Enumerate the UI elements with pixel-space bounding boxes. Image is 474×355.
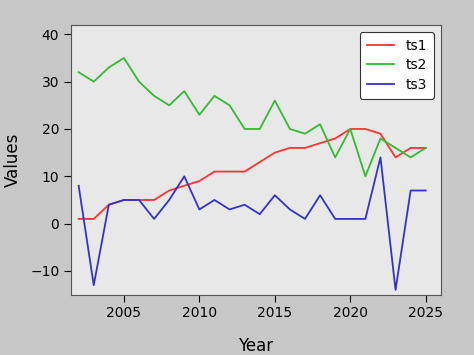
ts2 (317, 122, 323, 126)
ts2 (392, 146, 398, 150)
ts2 (272, 98, 278, 103)
ts3 (392, 288, 398, 292)
ts1 (211, 169, 217, 174)
ts2 (347, 127, 353, 131)
ts3 (378, 155, 383, 159)
Line: ts2: ts2 (79, 58, 426, 176)
ts2 (242, 127, 247, 131)
ts3 (347, 217, 353, 221)
ts2 (166, 103, 172, 108)
Line: ts1: ts1 (79, 129, 426, 219)
ts2 (423, 146, 428, 150)
ts3 (76, 184, 82, 188)
ts2 (136, 80, 142, 84)
ts1 (106, 203, 112, 207)
ts2 (408, 155, 413, 159)
ts2 (106, 65, 112, 70)
ts2 (363, 174, 368, 179)
ts3 (136, 198, 142, 202)
ts3 (363, 217, 368, 221)
ts3 (121, 198, 127, 202)
ts1 (317, 141, 323, 145)
ts1 (257, 160, 263, 164)
ts1 (423, 146, 428, 150)
ts2 (197, 113, 202, 117)
ts1 (197, 179, 202, 183)
ts1 (242, 169, 247, 174)
Y-axis label: Values: Values (4, 132, 22, 187)
ts2 (76, 70, 82, 74)
ts3 (317, 193, 323, 197)
ts3 (227, 207, 232, 212)
ts1 (302, 146, 308, 150)
ts3 (302, 217, 308, 221)
ts3 (257, 212, 263, 216)
ts3 (166, 198, 172, 202)
ts2 (257, 127, 263, 131)
ts1 (151, 198, 157, 202)
ts3 (408, 189, 413, 193)
ts2 (227, 103, 232, 108)
ts1 (272, 151, 278, 155)
ts1 (408, 146, 413, 150)
ts1 (182, 184, 187, 188)
ts2 (182, 89, 187, 93)
ts1 (378, 132, 383, 136)
ts1 (347, 127, 353, 131)
ts3 (197, 207, 202, 212)
ts1 (363, 127, 368, 131)
ts2 (91, 80, 97, 84)
ts3 (332, 217, 338, 221)
ts3 (272, 193, 278, 197)
ts3 (182, 174, 187, 179)
ts3 (287, 207, 293, 212)
ts3 (91, 283, 97, 287)
ts1 (91, 217, 97, 221)
ts1 (287, 146, 293, 150)
ts2 (287, 127, 293, 131)
ts3 (423, 189, 428, 193)
Legend: ts1, ts2, ts3: ts1, ts2, ts3 (360, 32, 434, 99)
ts2 (211, 94, 217, 98)
ts1 (166, 189, 172, 193)
ts2 (302, 132, 308, 136)
ts1 (76, 217, 82, 221)
Line: ts3: ts3 (79, 157, 426, 290)
ts1 (227, 169, 232, 174)
ts1 (332, 136, 338, 141)
ts3 (106, 203, 112, 207)
X-axis label: Year: Year (238, 337, 273, 355)
ts2 (151, 94, 157, 98)
ts1 (136, 198, 142, 202)
ts2 (121, 56, 127, 60)
ts3 (151, 217, 157, 221)
ts3 (242, 203, 247, 207)
ts2 (332, 155, 338, 159)
ts3 (211, 198, 217, 202)
ts2 (378, 136, 383, 141)
ts1 (392, 155, 398, 159)
ts1 (121, 198, 127, 202)
